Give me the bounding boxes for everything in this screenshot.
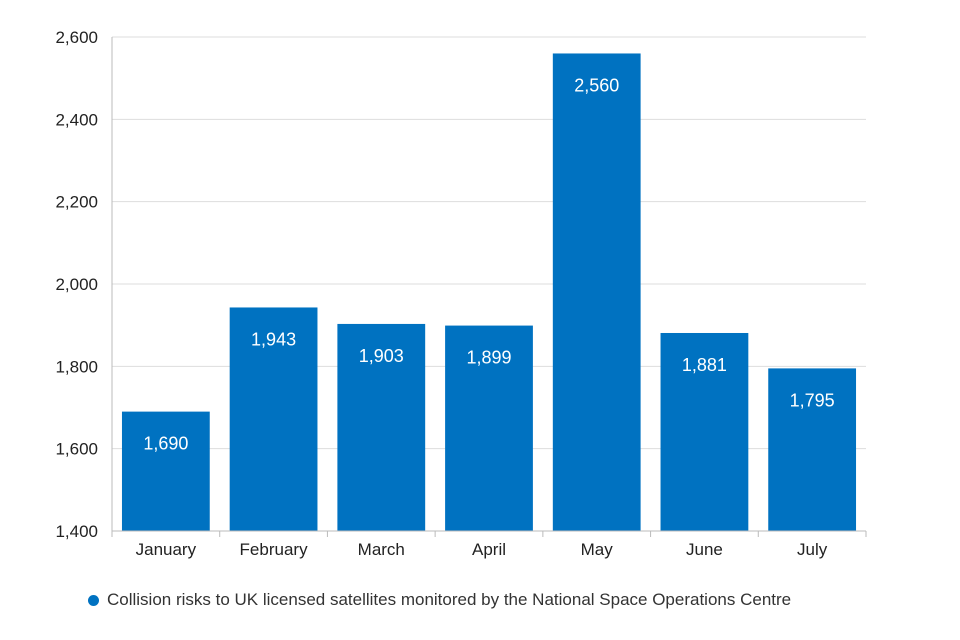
bar-value-label: 1,903 xyxy=(359,346,404,366)
bar-value-label: 1,690 xyxy=(143,434,188,454)
x-tick-label: January xyxy=(136,540,197,559)
x-tick-label: May xyxy=(581,540,614,559)
y-tick-label: 1,800 xyxy=(55,357,98,376)
bar xyxy=(229,307,318,531)
x-tick-label: April xyxy=(472,540,506,559)
y-tick-label: 2,000 xyxy=(55,275,98,294)
x-tick-label: March xyxy=(358,540,405,559)
bar-value-label: 1,899 xyxy=(466,348,511,368)
axis-layer: 1,400 1,600 1,800 2,000 2,200 2,400 2,600 Janua… xyxy=(55,28,867,559)
bar xyxy=(337,323,426,531)
legend-swatch xyxy=(88,594,99,606)
y-tick-label: 2,400 xyxy=(55,110,98,129)
bar xyxy=(660,332,749,531)
y-tick-label: 2,200 xyxy=(55,193,98,212)
bars-layer: 1,690 1,943 1,903 1,899 2,560 1,881 1,795 xyxy=(121,53,857,531)
bar-value-label: 1,943 xyxy=(251,329,296,349)
legend: Collision risks to UK licensed satellite… xyxy=(88,590,791,610)
bar-value-label: 1,795 xyxy=(790,390,835,410)
legend-label: Collision risks to UK licensed satellite… xyxy=(107,590,792,609)
bar xyxy=(445,325,533,531)
y-tick-label: 1,600 xyxy=(55,440,98,459)
y-tick-label: 2,600 xyxy=(55,28,98,47)
bar xyxy=(768,368,857,531)
x-tick-label: June xyxy=(686,540,723,559)
y-tick-label: 1,400 xyxy=(55,522,98,541)
bar-value-label: 1,881 xyxy=(682,355,727,375)
bar xyxy=(552,53,641,531)
x-tick-label: July xyxy=(797,540,828,559)
bar-value-label: 2,560 xyxy=(574,75,619,95)
x-tick-label: February xyxy=(240,540,309,559)
bar xyxy=(121,411,210,531)
